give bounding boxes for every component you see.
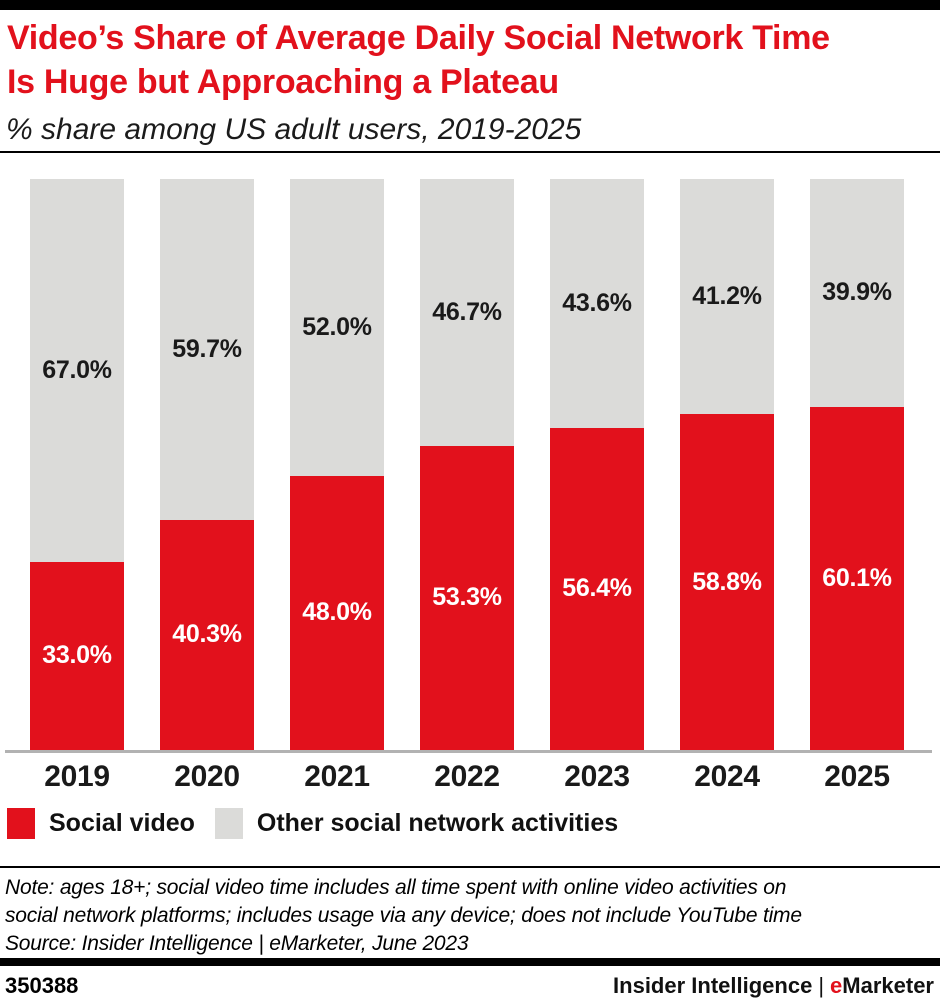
bar-2019: 67.0% 33.0% (30, 179, 124, 750)
other-value-label-2020: 59.7% (172, 334, 242, 363)
social-video-value-label-2019: 33.0% (42, 641, 112, 670)
social-video-value-label-2022: 53.3% (432, 583, 502, 612)
footer-divider-bar (0, 958, 940, 966)
bar-segment-social-video-2024: 58.8% (680, 414, 774, 750)
brand-emarketer-rest: Marketer (842, 973, 934, 998)
legend-swatch-other-activities (214, 807, 243, 839)
legend-label-social-video: Social video (49, 808, 195, 837)
chart-subtitle: % share among US adult users, 2019-2025 (6, 113, 582, 146)
x-axis-label-2019: 2019 (44, 760, 110, 793)
social-video-value-label-2025: 60.1% (822, 563, 892, 592)
bar-2022: 46.7% 53.3% (420, 179, 514, 750)
x-axis-label-2021: 2021 (304, 760, 370, 793)
legend: Social video Other social network activi… (7, 806, 638, 840)
brand-insider-intelligence: Insider Intelligence (613, 973, 813, 998)
bar-segment-social-video-2025: 60.1% (810, 406, 904, 750)
x-axis-label-2023: 2023 (564, 760, 630, 793)
bar-2024: 41.2% 58.8% (680, 179, 774, 750)
x-axis-label-2022: 2022 (434, 760, 500, 793)
x-axis-label-2020: 2020 (174, 760, 240, 793)
social-video-value-label-2021: 48.0% (302, 598, 372, 627)
other-value-label-2025: 39.9% (822, 278, 892, 307)
legend-label-other-activities: Other social network activities (256, 808, 619, 837)
note-divider-line (0, 866, 940, 868)
social-video-value-label-2023: 56.4% (562, 574, 632, 603)
note-line-1: Note: ages 18+; social video time includ… (5, 876, 787, 899)
bar-2023: 43.6% 56.4% (550, 179, 644, 750)
brand-logotype: Insider Intelligence | eMarketer (613, 973, 934, 999)
chart-title-line-2: Is Huge but Approaching a Plateau (7, 63, 559, 101)
bar-2021: 52.0% 48.0% (290, 179, 384, 750)
other-value-label-2024: 41.2% (692, 282, 762, 311)
stacked-bar-chart: 67.0% 33.0% 59.7% 40.3% 52.0% 48.0% 46.7% 53.3%… (0, 179, 940, 753)
bar-segment-social-video-2022: 53.3% (420, 445, 514, 750)
social-video-value-label-2024: 58.8% (692, 567, 762, 596)
bar-segment-social-video-2021: 48.0% (290, 475, 384, 750)
bar-segment-other-2025: 39.9% (810, 179, 904, 407)
x-axis-labels: 2019 2020 2021 2022 2023 2024 2025 (0, 760, 940, 796)
bar-segment-other-2021: 52.0% (290, 179, 384, 476)
bar-segment-other-2019: 67.0% (30, 179, 124, 562)
bar-segment-social-video-2020: 40.3% (160, 519, 254, 750)
chart-title-line-1: Video’s Share of Average Daily Social Ne… (7, 19, 830, 57)
bar-segment-other-2022: 46.7% (420, 179, 514, 446)
chart-title: Video’s Share of Average Daily Social Ne… (7, 16, 937, 104)
social-video-value-label-2020: 40.3% (172, 620, 242, 649)
bar-segment-other-2024: 41.2% (680, 179, 774, 415)
brand-separator: | (818, 973, 825, 998)
note-line-2: social network platforms; includes usage… (5, 904, 802, 927)
other-value-label-2021: 52.0% (302, 312, 372, 341)
source-line: Source: Insider Intelligence | eMarketer… (5, 932, 469, 955)
bar-segment-social-video-2023: 56.4% (550, 427, 644, 750)
x-axis-line (5, 750, 932, 753)
bar-2020: 59.7% 40.3% (160, 179, 254, 750)
header-divider-line (0, 151, 940, 153)
bar-segment-other-2020: 59.7% (160, 179, 254, 520)
bar-segment-social-video-2019: 33.0% (30, 561, 124, 750)
bar-segment-other-2023: 43.6% (550, 179, 644, 428)
legend-swatch-social-video (7, 807, 35, 839)
other-value-label-2022: 46.7% (432, 297, 502, 326)
top-accent-bar (0, 0, 940, 10)
x-axis-label-2024: 2024 (694, 760, 760, 793)
brand-emarketer-e: e (830, 973, 843, 998)
other-value-label-2019: 67.0% (42, 355, 112, 384)
x-axis-label-2025: 2025 (824, 760, 890, 793)
note-block: Note: ages 18+; social video time includ… (5, 874, 937, 958)
chart-id-number: 350388 (5, 973, 79, 998)
other-value-label-2023: 43.6% (562, 288, 632, 317)
bar-2025: 39.9% 60.1% (810, 179, 904, 750)
